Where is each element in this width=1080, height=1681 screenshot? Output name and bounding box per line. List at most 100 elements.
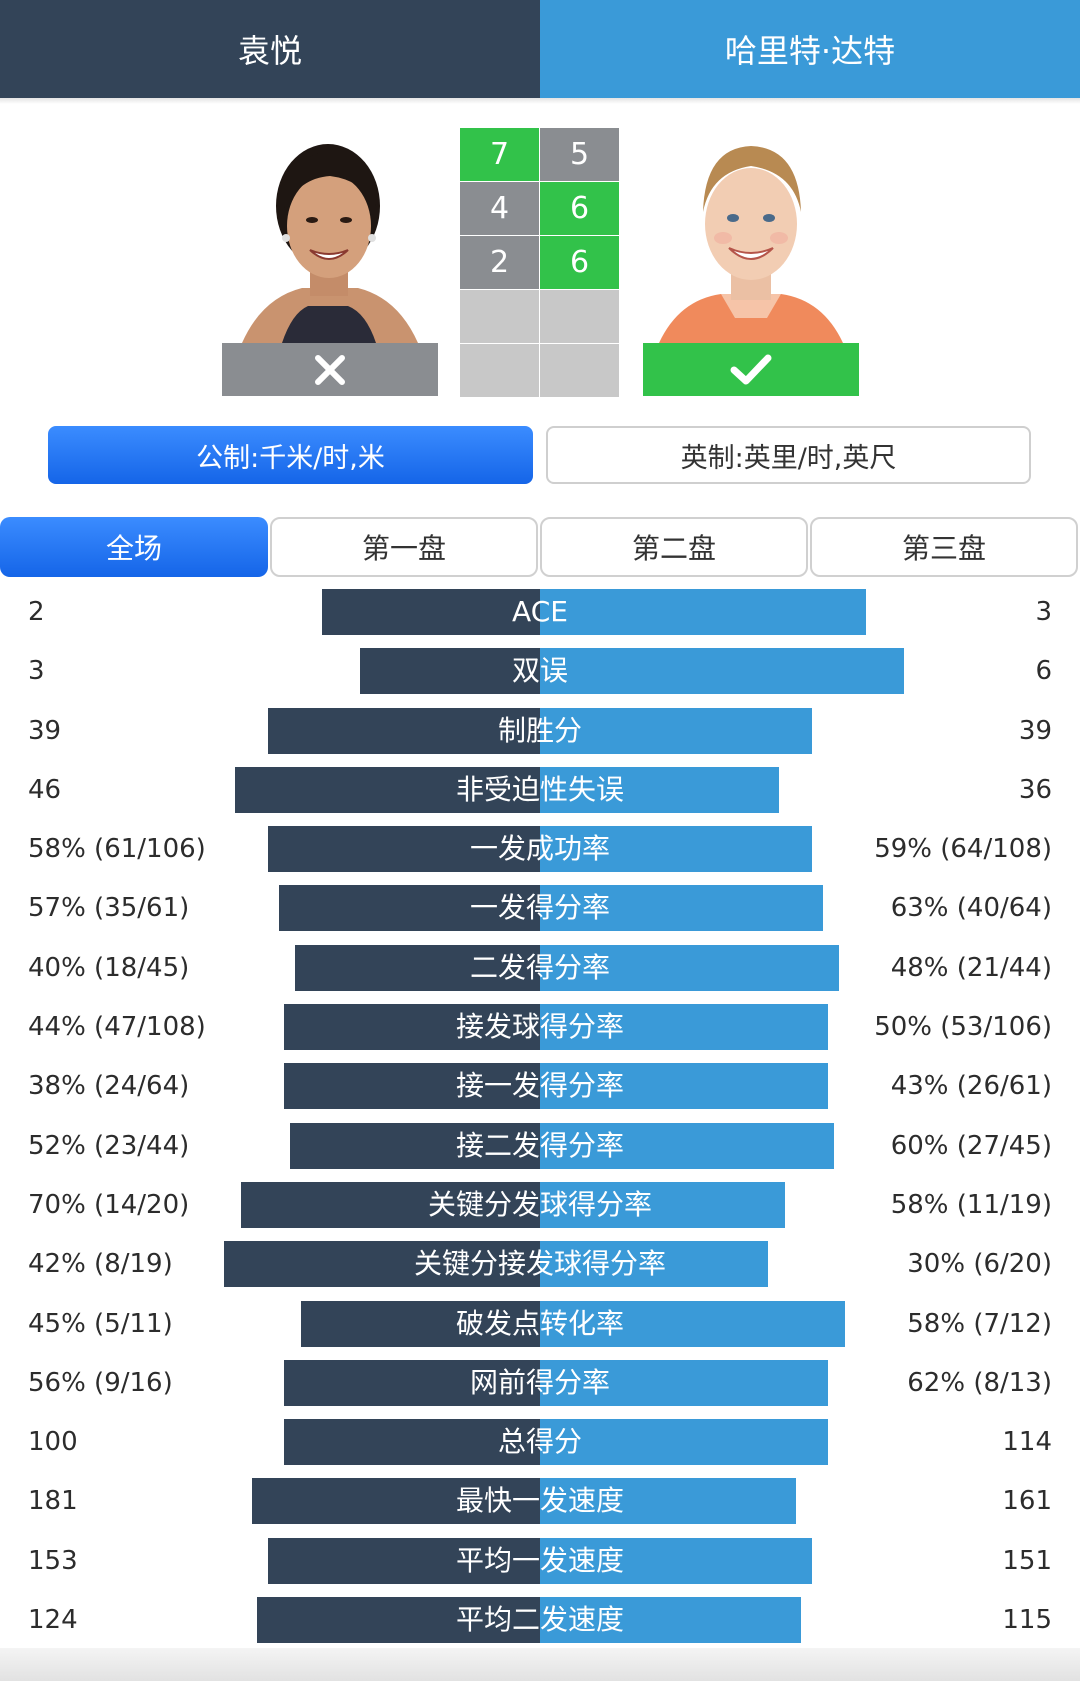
player1-stat-bar	[252, 1478, 540, 1525]
player2-stat-value: 30% (6/20)	[907, 1249, 1052, 1280]
tab-set-2[interactable]: 第二盘	[540, 517, 808, 577]
player2-stat-value: 161	[1002, 1486, 1052, 1517]
stat-row: 接一发得分率 38% (24/64) 43% (26/61)	[0, 1061, 1080, 1120]
player2-stat-bar	[540, 1063, 828, 1110]
stat-label: 一发得分率	[469, 891, 610, 925]
player1-stat-value: 181	[28, 1486, 78, 1517]
player2-name: 哈里特·达特	[724, 32, 896, 70]
player1-set-score	[460, 344, 539, 397]
player1-stat-bar	[268, 1537, 540, 1584]
player1-stat-bar	[284, 1419, 540, 1466]
player1-stat-bar	[279, 885, 540, 932]
player2-stat-bar	[540, 1478, 796, 1525]
stat-label: 制胜分	[497, 713, 582, 747]
stat-row: 制胜分 39 39	[0, 706, 1080, 765]
player1-stat-bar	[284, 1004, 540, 1051]
stat-row: ACE 2 3	[0, 587, 1080, 646]
player2-stat-value: 48% (21/44)	[890, 952, 1052, 983]
stat-row: 接二发得分率 52% (23/44) 60% (27/45)	[0, 1121, 1080, 1180]
stat-label: 关键分接发球得分率	[413, 1247, 666, 1281]
stat-row: 最快一发速度 181 161	[0, 1476, 1080, 1535]
set-score-row	[460, 290, 620, 343]
player1-stat-value: 45% (5/11)	[28, 1308, 173, 1339]
close-icon	[315, 354, 345, 385]
player2-stat-bar	[540, 1181, 785, 1228]
stat-label: 双误	[511, 654, 568, 688]
player1-stat-bar	[360, 648, 540, 695]
player1-header[interactable]: 袁悦	[0, 0, 540, 98]
player1-card	[222, 128, 438, 396]
set-tabs: 全场 第一盘 第二盘 第三盘	[0, 517, 1080, 577]
player2-card	[643, 128, 859, 396]
metric-units-button[interactable]: 公制:千米/时,米	[48, 426, 533, 484]
player2-result-badge	[643, 343, 859, 396]
stat-row: 双误 3 6	[0, 646, 1080, 705]
player2-stat-bar	[540, 885, 823, 932]
player2-stat-value: 151	[1002, 1545, 1052, 1576]
player1-stat-bar	[284, 1359, 540, 1406]
check-icon	[730, 354, 772, 384]
stat-label: 平均二发速度	[455, 1603, 624, 1637]
player1-stat-value: 153	[28, 1545, 78, 1576]
player2-stat-value: 115	[1002, 1605, 1052, 1636]
stat-row: 破发点转化率 45% (5/11) 58% (7/12)	[0, 1299, 1080, 1358]
stat-label: 接发球得分率	[455, 1010, 624, 1044]
player1-stat-bar	[235, 766, 540, 813]
stat-label: 破发点转化率	[455, 1306, 624, 1340]
player2-stat-value: 62% (8/13)	[907, 1367, 1052, 1398]
player1-stat-bar	[295, 944, 540, 991]
stat-row: 二发得分率 40% (18/45) 48% (21/44)	[0, 943, 1080, 1002]
player2-stat-value: 3	[1035, 597, 1052, 627]
match-header: 袁悦 哈里特·达特	[0, 0, 1080, 98]
player2-stat-value: 43% (26/61)	[890, 1071, 1052, 1102]
player1-stat-value: 40% (18/45)	[28, 952, 190, 983]
stat-row: 总得分 100 114	[0, 1417, 1080, 1476]
player2-stat-value: 36	[1018, 774, 1052, 805]
player1-set-score	[460, 290, 539, 343]
player2-stat-value: 50% (53/106)	[874, 1012, 1052, 1043]
player1-stat-value: 39	[28, 715, 62, 746]
player1-stat-value: 58% (61/106)	[28, 834, 206, 865]
player2-stat-bar	[540, 944, 839, 991]
player2-stat-bar	[540, 826, 812, 873]
player1-stat-value: 124	[28, 1605, 78, 1636]
player1-stat-value: 46	[28, 774, 62, 805]
stat-row: 非受迫性失误 46 36	[0, 765, 1080, 824]
player1-stat-value: 57% (35/61)	[28, 893, 190, 924]
player1-set-score: 7	[460, 128, 539, 181]
player2-set-score: 5	[540, 128, 619, 181]
stat-label: 关键分发球得分率	[427, 1187, 652, 1221]
tab-set-3[interactable]: 第三盘	[810, 517, 1078, 577]
player2-stat-bar	[540, 1004, 828, 1051]
tab-set-1[interactable]: 第一盘	[270, 517, 538, 577]
stat-label: ACE	[512, 595, 568, 628]
player2-stat-bar	[540, 766, 779, 813]
tab-full-match[interactable]: 全场	[0, 517, 268, 577]
player1-stat-bar	[301, 1300, 540, 1347]
player1-set-score: 2	[460, 236, 539, 289]
player2-stat-bar	[540, 1122, 834, 1169]
stat-row: 关键分发球得分率 70% (14/20) 58% (11/19)	[0, 1180, 1080, 1239]
player1-stat-bar	[268, 707, 540, 754]
imperial-units-button[interactable]: 英制:英里/时,英尺	[546, 426, 1031, 484]
player2-stat-value: 39	[1018, 715, 1052, 746]
stat-row: 平均二发速度 124 115	[0, 1595, 1080, 1654]
player2-stat-bar	[540, 1241, 768, 1288]
stat-label: 接一发得分率	[455, 1069, 624, 1103]
player2-set-score: 6	[540, 182, 619, 235]
stat-row: 接发球得分率 44% (47/108) 50% (53/106)	[0, 1002, 1080, 1061]
header-divider	[0, 98, 1080, 104]
player2-header[interactable]: 哈里特·达特	[540, 0, 1080, 98]
stat-row: 一发成功率 58% (61/106) 59% (64/108)	[0, 824, 1080, 883]
stat-label: 平均一发速度	[455, 1543, 624, 1577]
bottom-edge	[0, 1648, 1080, 1681]
player1-stat-value: 100	[28, 1427, 78, 1458]
player2-stat-bar	[540, 1359, 828, 1406]
player2-stat-bar	[540, 1419, 828, 1466]
player2-stat-bar	[540, 648, 904, 695]
player1-stat-value: 3	[28, 656, 45, 687]
